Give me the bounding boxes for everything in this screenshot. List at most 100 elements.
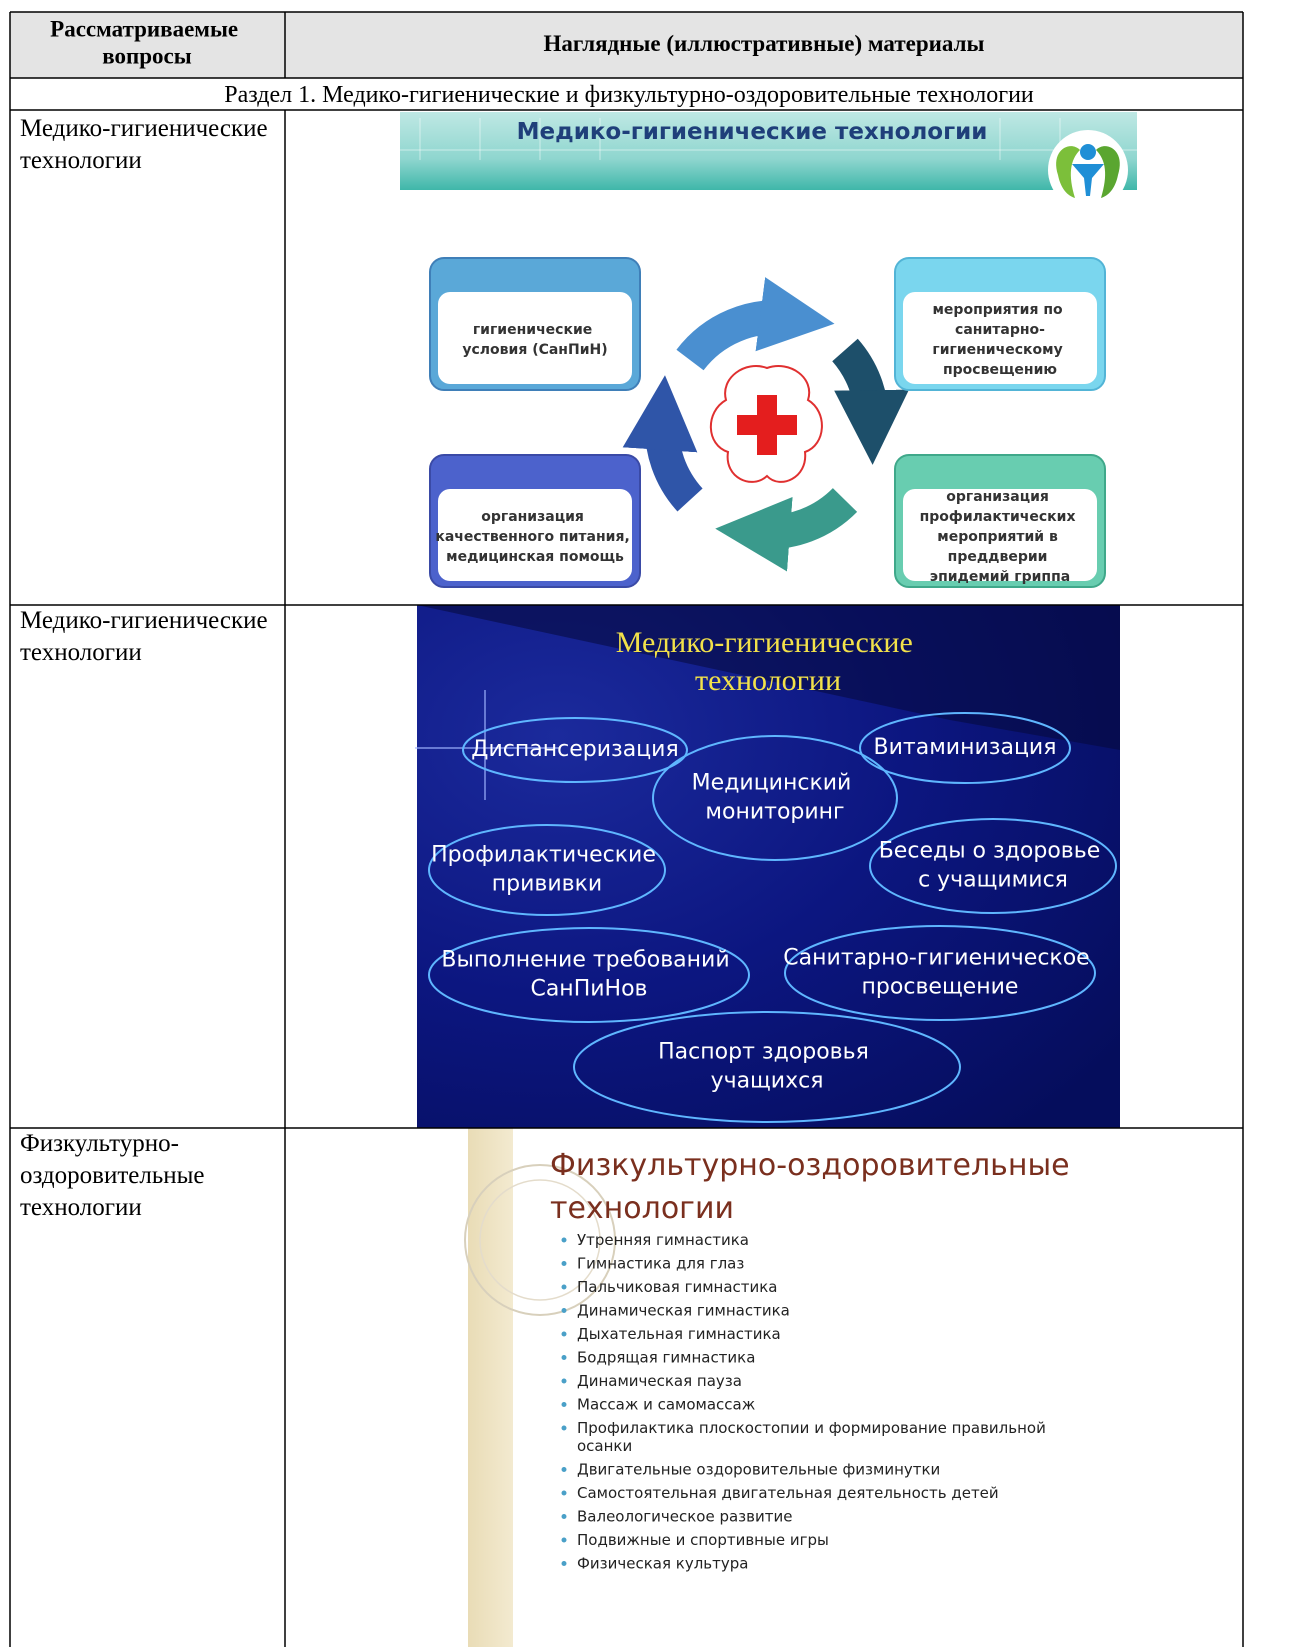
text-line: Гимнастика для глаз xyxy=(577,1254,744,1272)
bubble xyxy=(462,717,688,783)
text-line: Беседы о здоровье xyxy=(879,839,1108,864)
text-line: Медико-гигиенические xyxy=(616,626,921,659)
text-line: Самостоятельная двигательная деятельност… xyxy=(577,1484,999,1502)
text-line: медицинская помощь xyxy=(446,549,624,565)
bullet xyxy=(561,1402,567,1407)
cycle-arrows xyxy=(622,277,909,572)
text-line: Медико-гигиенические xyxy=(20,607,274,634)
text-line: Медицинский xyxy=(692,771,859,796)
text-line: Выполнение требований xyxy=(441,948,736,973)
header-cell: Рассматриваемые вопросы xyxy=(50,17,244,69)
box-inner xyxy=(438,292,632,384)
box-text: организация профилактических мероприятий… xyxy=(920,489,1081,585)
list-item: Пальчиковая гимнастика xyxy=(577,1278,778,1296)
text-line: Динамическая гимнастика xyxy=(577,1301,790,1319)
text-line: технологии xyxy=(695,664,841,697)
slide-background xyxy=(468,1128,1070,1647)
medical-emblem xyxy=(709,365,823,483)
text-line: мониторинг xyxy=(705,800,844,825)
text-line: технологии xyxy=(20,147,142,174)
slide-title: Физкультурно-оздоровительные технологии xyxy=(550,1148,1079,1226)
list-item: Валеологическое развитие xyxy=(577,1507,792,1525)
bubble-text: Санитарно-гигиеническое просвещение xyxy=(783,946,1096,1000)
topic-cell: Медико-гигиенические технологии xyxy=(20,607,274,666)
text-line: СанПиНов xyxy=(530,977,647,1002)
list-item: Профилактика плоскостопии и формирование… xyxy=(577,1419,1051,1455)
section-title: Раздел 1. Медико-гигиенические и физкуль… xyxy=(224,82,1034,108)
topic-cell: Медико-гигиенические технологии xyxy=(20,115,274,174)
text-line: оздоровительные xyxy=(20,1162,211,1189)
bubble xyxy=(573,1011,961,1123)
list-item: Динамическая гимнастика xyxy=(577,1301,790,1319)
bullet xyxy=(561,1490,567,1496)
text-line: Утренняя гимнастика xyxy=(577,1231,749,1249)
text-line: Профилактика плоскостопии и формирование… xyxy=(577,1419,1051,1437)
text-line: эпидемий гриппа xyxy=(930,569,1070,585)
text-line: качественного питания, xyxy=(435,529,634,545)
table-grid xyxy=(9,11,1244,1647)
text-line: Подвижные и спортивные игры xyxy=(577,1531,829,1549)
box-inner xyxy=(903,489,1097,581)
text-line: Динамическая пауза xyxy=(577,1372,742,1390)
list-item: Подвижные и спортивные игры xyxy=(577,1531,829,1549)
bullet xyxy=(561,1537,567,1543)
bubble-text: Беседы о здоровье с учащимися xyxy=(879,839,1108,893)
bubble-text: Профилактические прививки xyxy=(431,843,663,897)
list-item: Массаж и самомассаж xyxy=(577,1395,755,1413)
bullet xyxy=(561,1467,567,1472)
text-line: мероприятия по xyxy=(932,302,1067,318)
bullet xyxy=(561,1425,567,1431)
bullet xyxy=(561,1308,567,1313)
text-line: просвещению xyxy=(943,362,1057,378)
text-line: прививки xyxy=(492,872,602,897)
text-line: Наглядные (иллюстративные) материалы xyxy=(544,31,985,56)
text-line: учащихся xyxy=(711,1069,824,1094)
text-line: Массаж и самомассаж xyxy=(577,1395,755,1413)
list-item: Самостоятельная двигательная деятельност… xyxy=(577,1484,999,1502)
bubble xyxy=(428,927,750,1023)
bubble-text: Диспансеризация xyxy=(471,737,678,762)
header-background xyxy=(10,12,1243,78)
slide-title: Медико-гигиенические технологии xyxy=(517,119,988,145)
text-line: Физкультурно-оздоровительные xyxy=(550,1148,1079,1183)
list-item: Утренняя гимнастика xyxy=(577,1231,749,1249)
bullet xyxy=(561,1237,567,1243)
text-line: просвещение xyxy=(862,975,1019,1000)
text-line: Физическая культура xyxy=(577,1554,748,1572)
list-item: Бодрящая гимнастика xyxy=(577,1348,755,1366)
list-item: Физическая культура xyxy=(577,1554,748,1572)
text-line: Паспорт здоровья xyxy=(658,1040,876,1065)
text-line: преддверии xyxy=(948,549,1053,565)
bubble-text: Медицинский мониторинг xyxy=(692,771,859,825)
bubble xyxy=(869,818,1117,914)
text-line: технологии xyxy=(20,1194,142,1221)
bubble xyxy=(859,712,1071,784)
text-line: Дыхательная гимнастика xyxy=(577,1325,781,1343)
text-line: Двигательные оздоровительные физминутки xyxy=(577,1460,940,1478)
bubble-text: Витаминизация xyxy=(874,735,1057,760)
text-line: Санитарно-гигиеническое xyxy=(783,946,1096,971)
bubble-text: Выполнение требований СанПиНов xyxy=(441,948,736,1002)
bubble xyxy=(784,925,1096,1021)
text-line: Пальчиковая гимнастика xyxy=(577,1278,778,1296)
bullet xyxy=(561,1514,567,1519)
text-line: Медико-гигиенические xyxy=(20,115,274,142)
text-line: мероприятий в xyxy=(937,529,1062,545)
slide-1 xyxy=(400,112,1137,572)
slide-3 xyxy=(464,1128,1070,1647)
text-line: технологии xyxy=(20,639,142,666)
box-text: мероприятия по санитарно-гигиеническому … xyxy=(932,302,1067,378)
text-line: гигиенические xyxy=(473,322,597,338)
text-line: Медико-гигиенические технологии xyxy=(517,119,988,145)
logo xyxy=(1048,130,1128,210)
list-item: Динамическая пауза xyxy=(577,1372,742,1390)
bullet xyxy=(561,1331,567,1337)
text-line: Рассматриваемые xyxy=(50,17,244,42)
bullet xyxy=(561,1284,567,1290)
text-line: организация xyxy=(946,489,1054,505)
topic-cell: Физкультурно-оздоровительные технологии xyxy=(20,1130,211,1221)
text-line: Бодрящая гимнастика xyxy=(577,1348,755,1366)
list-item: Гимнастика для глаз xyxy=(577,1254,744,1272)
